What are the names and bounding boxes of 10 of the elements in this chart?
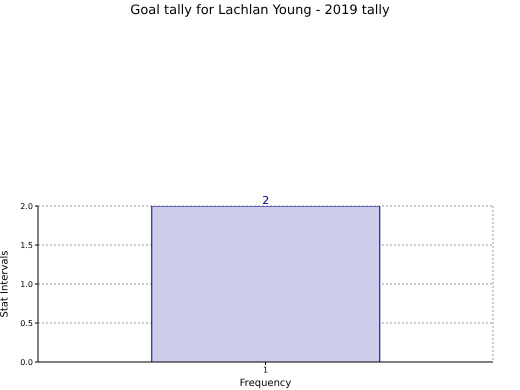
y-tick-label: 2.0 bbox=[20, 202, 33, 211]
y-axis-title: Stat Intervals bbox=[0, 250, 11, 318]
y-tick-label: 0.0 bbox=[20, 358, 33, 367]
y-tick-label: 0.5 bbox=[20, 318, 33, 328]
x-tick-label: 1 bbox=[262, 366, 268, 375]
y-tick-label: 1.0 bbox=[20, 280, 33, 289]
data-label: 2 bbox=[262, 194, 270, 207]
y-tick-label: 1.5 bbox=[20, 240, 33, 250]
chart-title: Goal tally for Lachlan Young - 2019 tally bbox=[129, 3, 391, 18]
x-axis-title: Frequency bbox=[240, 378, 292, 389]
